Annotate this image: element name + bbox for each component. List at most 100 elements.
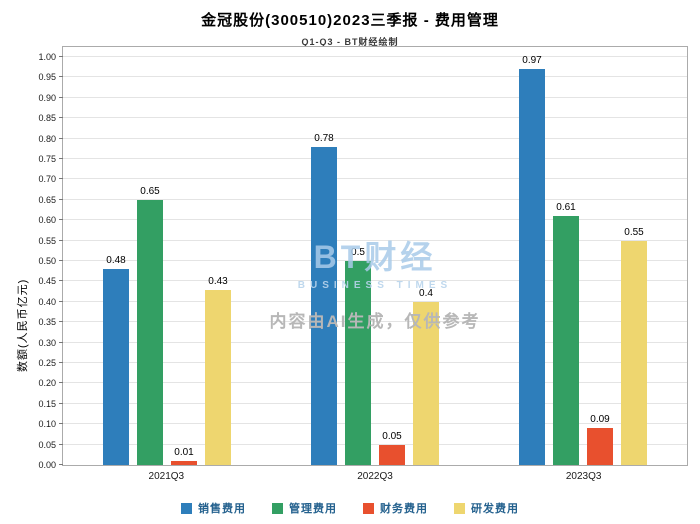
bar: 0.4 — [413, 288, 439, 465]
y-axis-title: 数额(人民币亿元) — [17, 278, 29, 372]
y-tick-label: 0.60 — [38, 215, 56, 226]
y-tick-label: 0.45 — [38, 276, 56, 287]
plot-box: 0.48 0.65 0.01 0.43 0.78 0.5 0.05 0.4 0.97 0.61 0.… — [38, 46, 688, 470]
bar-groups: 0.48 0.65 0.01 0.43 0.78 0.5 0.05 0.4 0.97 0.61 0.… — [63, 55, 687, 465]
gridline — [63, 402, 687, 404]
gridline — [63, 382, 687, 384]
y-tick-label: 0.10 — [38, 419, 56, 430]
legend-swatch — [272, 502, 283, 514]
bar: 0.5 — [345, 247, 371, 465]
legend-swatch — [181, 502, 192, 514]
legend-label: 管理费用 — [289, 503, 337, 515]
chart: 0.48 0.65 0.01 0.43 0.78 0.5 0.05 0.4 0.97 0.61 0.… — [38, 46, 688, 482]
y-tick-mark — [59, 443, 63, 445]
y-tick-label: 0.65 — [38, 194, 56, 205]
gridline — [63, 158, 687, 159]
bar-value-label: 0.4 — [419, 287, 433, 299]
legend-item: 管理费用 — [272, 500, 337, 516]
y-tick-label: 0.30 — [38, 337, 56, 348]
gridline — [63, 300, 687, 302]
bar: 0.97 — [519, 55, 545, 465]
bar-group: 0.78 0.5 0.05 0.4 — [271, 59, 479, 465]
bar: 0.48 — [103, 255, 129, 465]
bar: 0.43 — [205, 276, 231, 465]
bar-value-label: 0.97 — [522, 55, 542, 67]
bar: 0.65 — [137, 186, 163, 465]
bar-value-label: 0.01 — [174, 446, 194, 458]
y-tick-mark — [59, 382, 63, 384]
gridline — [63, 443, 687, 445]
bar-value-label: 0.55 — [624, 226, 644, 238]
y-tick-mark — [59, 341, 63, 343]
gridline — [63, 260, 687, 261]
y-tick-label: 0.20 — [38, 378, 56, 389]
y-tick-mark — [59, 402, 63, 404]
legend-item: 销售费用 — [181, 500, 246, 516]
bar-group: 0.97 0.61 0.09 0.55 — [479, 55, 687, 465]
bar-value-label: 0.5 — [351, 247, 365, 258]
y-tick-mark — [59, 423, 63, 425]
y-tick-label: 0.35 — [38, 317, 56, 328]
gridline — [63, 137, 687, 139]
gridline — [63, 423, 687, 425]
gridline — [63, 117, 687, 119]
gridline — [63, 239, 687, 241]
x-tick-label: 2022Q3 — [357, 471, 393, 482]
y-tick-label: 0.70 — [38, 174, 56, 185]
legend-label: 销售费用 — [198, 503, 246, 515]
bar-group: 0.48 0.65 0.01 0.43 — [63, 59, 271, 465]
y-tick-mark — [59, 280, 63, 282]
y-tick-label: 0.15 — [38, 398, 56, 409]
page-title: 金冠股份(300510)2023三季报 - 费用管理 — [201, 12, 499, 29]
gridline — [63, 280, 687, 282]
y-tick-label: 0.75 — [38, 154, 56, 164]
x-tick-label: 2021Q3 — [148, 471, 185, 482]
legend-item: 研发费用 — [454, 500, 519, 516]
gridline — [63, 178, 687, 180]
y-tick-label: 0.80 — [38, 133, 56, 144]
legend-swatch — [454, 502, 465, 514]
bar-value-label: 0.43 — [208, 275, 228, 287]
bar: 0.55 — [621, 227, 647, 465]
y-tick-mark — [59, 56, 63, 57]
x-tick-label: 2023Q3 — [565, 471, 602, 482]
bar: 0.61 — [553, 202, 579, 465]
legend-label: 财务费用 — [380, 503, 428, 515]
y-tick-mark — [59, 198, 63, 200]
gridline — [63, 219, 687, 221]
bar: 0.09 — [587, 414, 613, 465]
y-tick-mark — [59, 158, 63, 159]
y-tick-mark — [59, 300, 63, 302]
bar-value-label: 0.65 — [140, 185, 160, 197]
y-tick-label: 0.90 — [38, 92, 56, 103]
y-tick-label: 0.55 — [38, 235, 56, 246]
x-axis-labels: 2021Q3 2022Q3 2023Q3 — [62, 471, 688, 482]
y-tick-mark — [59, 362, 63, 363]
gridline — [63, 321, 687, 323]
legend: 销售费用 管理费用 财务费用 研发费用 — [0, 500, 700, 516]
y-tick-mark — [59, 117, 63, 119]
y-tick-mark — [59, 178, 63, 180]
y-tick-label: 0.95 — [38, 72, 56, 83]
y-tick-mark — [59, 96, 63, 98]
gridline — [63, 198, 687, 200]
y-tick-mark — [59, 464, 63, 465]
gridline — [63, 96, 687, 98]
y-tick-label: 0.00 — [38, 460, 56, 470]
y-tick-label: 0.25 — [38, 358, 56, 368]
y-tick-label: 0.50 — [38, 256, 56, 266]
y-tick-label: 0.05 — [38, 439, 56, 450]
gridline — [63, 76, 687, 78]
bar-value-label: 0.48 — [106, 255, 126, 267]
y-tick-mark — [59, 239, 63, 241]
y-tick-label: 0.40 — [38, 296, 56, 307]
bar-value-label: 0.78 — [314, 132, 334, 144]
bar: 0.05 — [379, 431, 405, 465]
legend-swatch — [363, 502, 374, 514]
y-tick-mark — [59, 76, 63, 78]
gridline — [63, 341, 687, 343]
legend-label: 研发费用 — [471, 503, 519, 515]
legend-item: 财务费用 — [363, 500, 428, 516]
y-tick-mark — [59, 219, 63, 221]
